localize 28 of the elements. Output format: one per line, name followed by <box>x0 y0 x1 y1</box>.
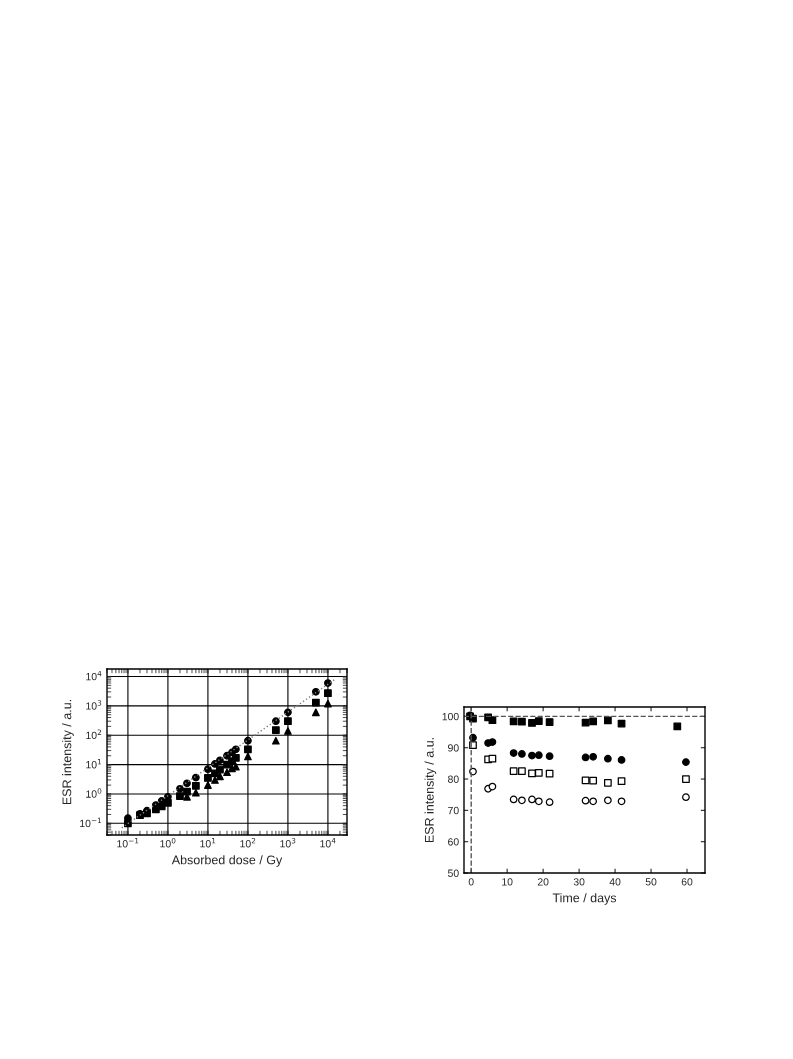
x-tick-label: 20 <box>537 878 549 886</box>
x-tick-label: 40 <box>609 878 621 886</box>
x-tick-label: 10$^{−1}$ <box>117 838 139 848</box>
x-axis-title: Absorbed dose / Gy <box>171 855 283 867</box>
y-tick-label: 10$^{2}$ <box>86 729 102 740</box>
x-tick-label: 50 <box>645 878 657 886</box>
x-tick-label: 30 <box>573 878 585 886</box>
y-tick-label: 80 <box>448 775 459 783</box>
y-tick-label: 10$^{−1}$ <box>80 817 102 828</box>
x-tick-label: 60 <box>681 878 693 886</box>
y-tick-label: 10$^{1}$ <box>86 758 102 769</box>
y-axis-title: ESR intensity / a.u. <box>62 699 74 805</box>
x-tick-label: 10$^{4}$ <box>320 838 336 848</box>
y-tick-label: 90 <box>448 744 459 752</box>
x-tick-label: 10$^{0}$ <box>160 837 176 848</box>
x-tick-label: 10$^{3}$ <box>280 837 296 848</box>
x-axis-title: Time / days <box>552 893 617 905</box>
y-tick-label: 50 <box>447 869 459 877</box>
x-tick-label: 10$^{1}$ <box>200 838 216 848</box>
x-tick-label: 0 <box>468 878 474 886</box>
y-tick-label: 10$^{0}$ <box>86 788 102 798</box>
y-tick-label: 10$^{3}$ <box>86 700 102 710</box>
y-tick-label: 70 <box>448 806 459 815</box>
x-tick-label: 10$^{2}$ <box>240 837 256 848</box>
y-axis-title: ESR intensity / a.u. <box>424 737 437 843</box>
y-tick-label: 10$^{4}$ <box>86 670 102 681</box>
y-tick-label: 100 <box>442 712 459 721</box>
x-tick-label: 10 <box>502 878 513 886</box>
